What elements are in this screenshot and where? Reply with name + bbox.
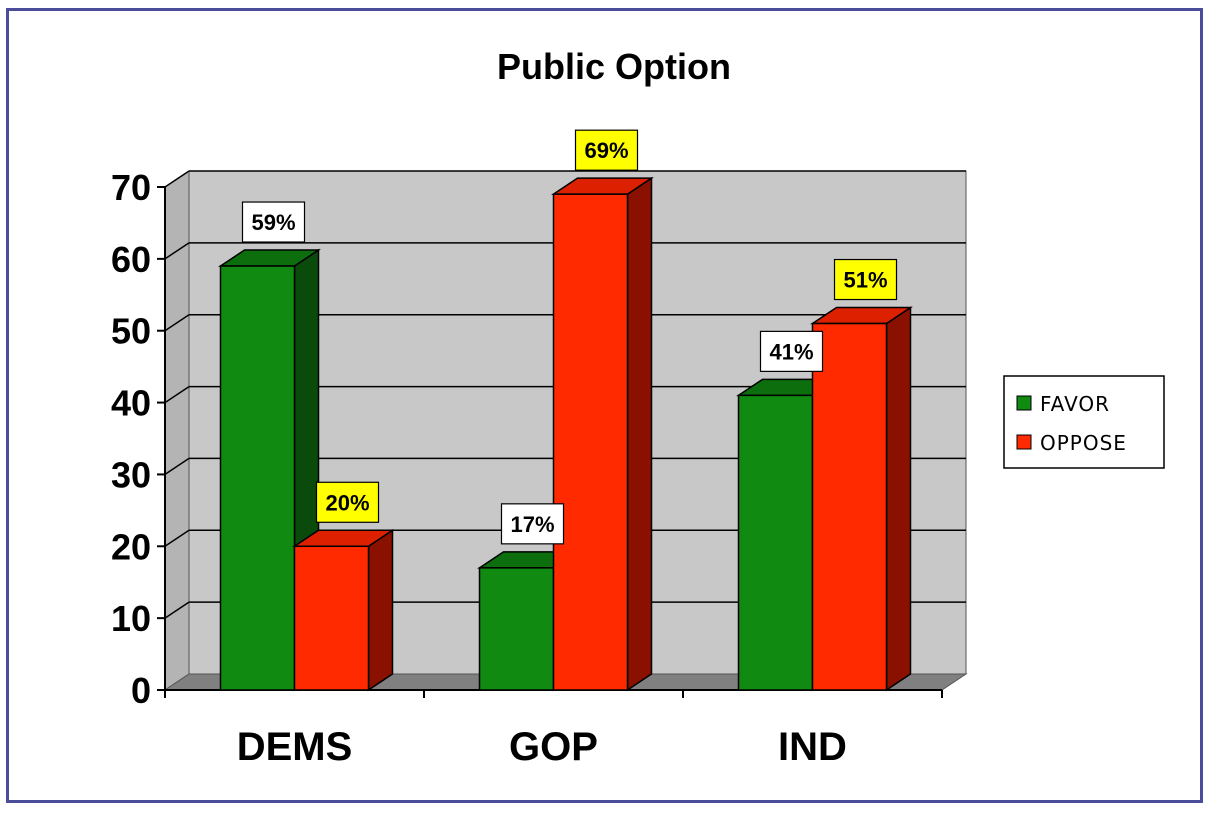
y-tick-label: 70 [111,167,151,208]
oppose-bar-front [811,322,888,691]
y-tick-label: 0 [131,670,151,711]
favor-bar-front [478,567,555,691]
data-label-group: 41% [759,330,824,372]
y-tick-label: 10 [111,598,151,639]
oppose-bar-side [626,176,653,692]
oppose-bar-gop [551,176,654,692]
legend-box [1003,375,1165,469]
x-category-label: GOP [509,725,598,769]
data-label-box [500,503,565,545]
bars [218,176,913,692]
oppose-bar-front [293,545,370,691]
data-label-box [759,330,824,372]
oppose-bar-side [885,306,912,692]
data-label-box [241,201,306,243]
oppose-bar-ind [810,306,913,692]
data-label: 69% [584,138,628,163]
gridline-side [164,529,190,547]
y-tick-label: 30 [111,454,151,495]
data-label: 17% [510,512,554,537]
data-label: 51% [843,268,887,293]
gridline-side [164,170,190,188]
legend: FAVOR OPPOSE [1003,375,1165,469]
legend-label-oppose: OPPOSE [1040,431,1127,455]
gridline-side [164,601,190,619]
y-tick-label: 50 [111,311,151,352]
y-tick-label: 40 [111,383,151,424]
gridline-side [164,457,190,476]
favor-bar-front [737,394,814,691]
oppose-bar-front [552,193,629,691]
y-tick-label: 60 [111,239,151,280]
legend-label-favor: FAVOR [1040,392,1110,416]
data-label: 20% [325,490,369,515]
oppose-bar-side [367,528,394,692]
x-category-label: IND [778,725,847,769]
data-label-box [315,481,380,523]
x-category-label: DEMS [237,725,353,769]
chart-title: Public Option [497,46,731,87]
data-label: 59% [251,210,295,235]
data-label-group: 17% [500,503,565,545]
favor-bar-dems [218,248,321,692]
data-label-group: 51% [833,258,898,301]
data-label-box [833,258,898,301]
gridline-side [164,314,190,332]
data-label: 41% [769,339,813,364]
legend-swatch-oppose [1016,434,1032,450]
data-labels: 59% 20% 17% 69% 41% 51% [241,129,898,545]
data-label-group: 69% [574,129,639,171]
gridline-side [164,385,190,404]
data-label-box [574,129,639,171]
y-tick-label: 20 [111,526,151,567]
oppose-bar-dems [292,528,395,692]
axis-text: 0 10 20 30 40 50 60 70 DEMS GOP IND [111,167,847,769]
data-label-group: 59% [241,201,306,243]
gridline-side [164,242,190,260]
data-label-group: 20% [315,481,380,523]
side-wall [164,170,190,691]
favor-bar-front [219,265,296,691]
legend-swatch-favor [1016,395,1032,411]
